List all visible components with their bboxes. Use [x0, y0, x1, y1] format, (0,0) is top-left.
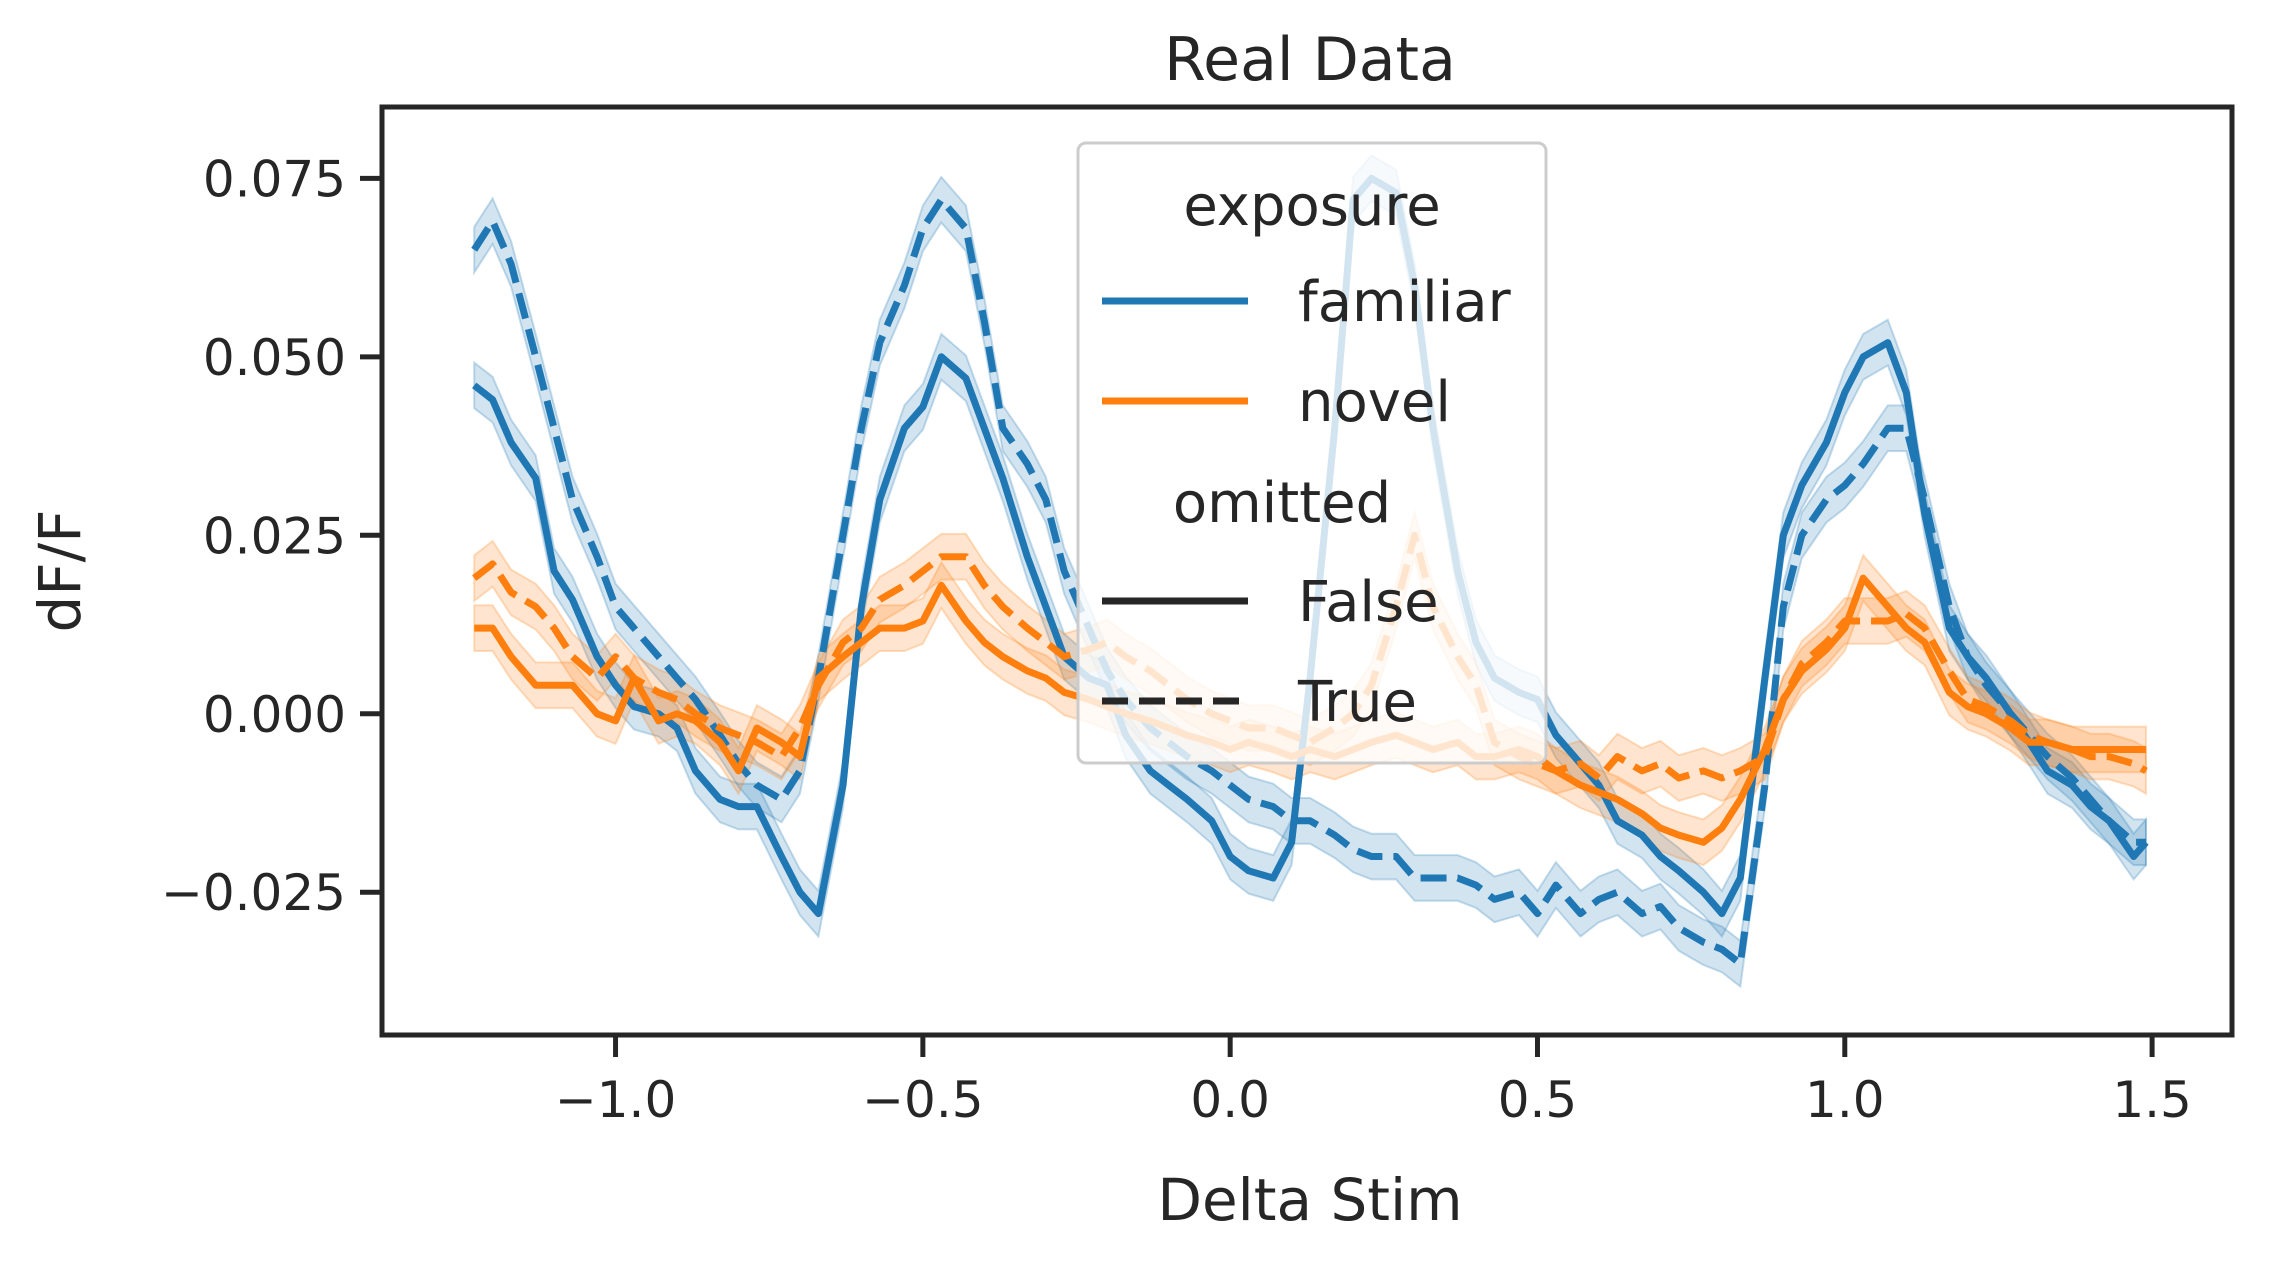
- y-tick-label: 0.000: [203, 686, 346, 744]
- y-tick-label: −0.025: [161, 864, 346, 922]
- legend-label-familiar: familiar: [1298, 270, 1512, 335]
- confidence-band-2: [473, 553, 2147, 867]
- confidence-band-0: [473, 154, 2147, 939]
- x-tick-label: 0.5: [1498, 1071, 1578, 1129]
- legend-style-title: omitted: [1173, 471, 1391, 536]
- x-tick-label: 0.0: [1190, 1071, 1270, 1129]
- series-line-1: [471, 196, 2146, 968]
- y-axis: −0.025 0.000 0.025 0.050 0.075: [161, 150, 382, 922]
- x-axis: −1.0 −0.5 0.0 0.5 1.0 1.5: [555, 1035, 2192, 1129]
- y-tick-label: 0.025: [203, 507, 346, 565]
- y-tick-label: 0.075: [203, 150, 346, 208]
- x-tick-label: 1.0: [1805, 1071, 1885, 1129]
- legend: exposure familiar novel omitted False Tr…: [1076, 141, 1548, 765]
- x-tick-label: −1.0: [555, 1071, 676, 1129]
- y-tick-label: 0.050: [203, 329, 346, 387]
- x-tick-label: 1.5: [2112, 1071, 2192, 1129]
- chart-title: Real Data: [1164, 25, 1456, 95]
- y-axis-label: dF/F: [26, 509, 94, 632]
- x-axis-label: Delta Stim: [1157, 1166, 1462, 1234]
- legend-hue-title: exposure: [1183, 174, 1440, 239]
- confidence-band-3: [473, 508, 2147, 803]
- legend-label-false: False: [1298, 570, 1439, 635]
- plot-frame: [379, 104, 2235, 1038]
- series-line-3: [472, 531, 2148, 782]
- legend-label-novel: novel: [1298, 370, 1451, 435]
- x-tick-label: −0.5: [862, 1071, 983, 1129]
- legend-label-true: True: [1297, 670, 1417, 735]
